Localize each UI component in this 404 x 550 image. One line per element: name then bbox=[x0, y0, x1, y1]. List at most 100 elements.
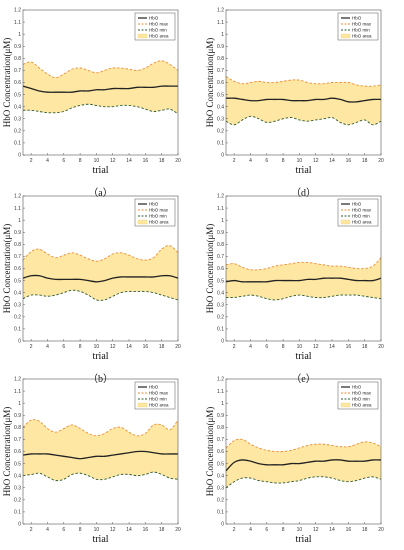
y-tick-label: 0.5 bbox=[217, 278, 224, 284]
y-tick-label: 0.1 bbox=[14, 327, 21, 333]
y-tick-label: 0.7 bbox=[14, 68, 21, 74]
x-tick-label: 4 bbox=[249, 158, 252, 164]
chart-panel-4: 0 0.1 0.2 0.3 0.4 0.5 0.6 0.7 0.8 0.9 1 1.1 1.2 2 4 6 8 1… bbox=[205, 194, 384, 385]
hbo-max-line bbox=[225, 76, 382, 87]
y-tick-label: 1.1 bbox=[217, 20, 224, 26]
y-tick-label: 0.3 bbox=[217, 485, 224, 491]
legend-label: HbO area bbox=[352, 403, 372, 408]
x-tick-label: 6 bbox=[62, 158, 65, 164]
y-tick-label: 0.4 bbox=[14, 290, 21, 296]
legend-label: HbO area bbox=[352, 220, 372, 225]
y-tick-label: 0.4 bbox=[217, 104, 224, 110]
hbo-area bbox=[23, 245, 178, 301]
x-tick-label: 16 bbox=[143, 527, 149, 533]
hbo-min-line bbox=[225, 115, 382, 126]
x-axis-label: trial bbox=[92, 165, 108, 176]
y-axis-label: HbO Concentration(μM) bbox=[205, 38, 215, 128]
hbo-min-line bbox=[22, 289, 179, 301]
x-tick-label: 4 bbox=[249, 344, 252, 350]
legend-label: HbO bbox=[149, 16, 159, 21]
x-tick-label: 8 bbox=[79, 527, 82, 533]
y-tick-label: 1.1 bbox=[14, 389, 21, 395]
x-tick-label: 16 bbox=[346, 344, 352, 350]
x-tick-label: 18 bbox=[159, 158, 165, 164]
legend-label: HbO area bbox=[149, 34, 169, 39]
x-tick-label: 12 bbox=[313, 344, 319, 350]
y-tick-label: 0.3 bbox=[14, 485, 21, 491]
x-tick-label: 20 bbox=[175, 527, 181, 533]
legend-label: HbO min bbox=[149, 28, 167, 33]
y-tick-label: 0.1 bbox=[14, 510, 21, 516]
x-tick-label: 2 bbox=[233, 158, 236, 164]
legend-swatch-hbo-area bbox=[340, 402, 351, 408]
x-tick-label: 4 bbox=[46, 158, 49, 164]
x-tick-label: 16 bbox=[143, 158, 149, 164]
y-tick-label: 0.5 bbox=[14, 461, 21, 467]
x-tick-label: 4 bbox=[249, 527, 252, 533]
y-tick-label: 1.2 bbox=[217, 377, 224, 383]
y-tick-label: 0.9 bbox=[217, 413, 224, 419]
chart-panel-5: 0 0.1 0.2 0.3 0.4 0.5 0.6 0.7 0.8 0.9 1 1.1 1.2 2 4 6 8 1… bbox=[2, 377, 181, 545]
y-tick-label: 0.8 bbox=[14, 242, 21, 248]
y-tick-label: 0 bbox=[18, 339, 21, 345]
y-tick-label: 1 bbox=[18, 218, 21, 224]
y-tick-label: 0.8 bbox=[14, 425, 21, 431]
legend-swatch-hbo-area bbox=[340, 219, 351, 225]
x-tick-label: 14 bbox=[126, 527, 132, 533]
chart-panel-1: 0 0.1 0.2 0.3 0.4 0.5 0.6 0.7 0.8 0.9 1 1.1 1.2 2 4 6 8 1… bbox=[2, 8, 181, 199]
x-tick-label: 20 bbox=[378, 527, 384, 533]
x-tick-label: 10 bbox=[94, 158, 100, 164]
hbo-max-line bbox=[22, 244, 179, 262]
y-tick-label: 0.4 bbox=[217, 290, 224, 296]
y-tick-label: 1.2 bbox=[14, 377, 21, 383]
y-tick-label: 0.7 bbox=[217, 68, 224, 74]
y-tick-label: 0.2 bbox=[14, 315, 21, 321]
legend-label: HbO bbox=[352, 385, 362, 390]
chart-panel-2: 0 0.1 0.2 0.3 0.4 0.5 0.6 0.7 0.8 0.9 1 1.1 1.2 2 4 6 8 1… bbox=[205, 8, 384, 199]
x-tick-label: 2 bbox=[233, 527, 236, 533]
legend-label: HbO min bbox=[352, 214, 370, 219]
hbo-max-line bbox=[225, 438, 382, 453]
y-tick-label: 0.7 bbox=[14, 254, 21, 260]
x-tick-label: 2 bbox=[233, 344, 236, 350]
x-tick-label: 12 bbox=[110, 527, 116, 533]
x-tick-label: 18 bbox=[159, 527, 165, 533]
y-tick-label: 0.2 bbox=[14, 129, 21, 135]
hbo-mean-line bbox=[225, 97, 382, 103]
x-tick-label: 12 bbox=[313, 527, 319, 533]
x-tick-label: 14 bbox=[126, 158, 132, 164]
x-tick-label: 16 bbox=[143, 344, 149, 350]
y-tick-label: 0.6 bbox=[14, 449, 21, 455]
x-axis-label: trial bbox=[295, 534, 311, 545]
y-tick-label: 0.8 bbox=[217, 425, 224, 431]
hbo-min-line bbox=[225, 476, 382, 489]
y-tick-label: 0.2 bbox=[14, 498, 21, 504]
hbo-min-line bbox=[22, 471, 179, 482]
legend-label: HbO max bbox=[352, 208, 372, 213]
hbo-area bbox=[226, 257, 381, 300]
x-tick-label: 4 bbox=[46, 344, 49, 350]
y-tick-label: 1 bbox=[221, 32, 224, 38]
y-tick-label: 0.1 bbox=[217, 327, 224, 333]
x-axis-label: trial bbox=[92, 351, 108, 362]
hbo-area bbox=[23, 60, 178, 114]
x-tick-label: 8 bbox=[79, 158, 82, 164]
x-tick-label: 12 bbox=[110, 344, 116, 350]
y-tick-label: 0.5 bbox=[217, 461, 224, 467]
x-tick-label: 6 bbox=[62, 344, 65, 350]
legend-label: HbO bbox=[352, 16, 362, 21]
legend-label: HbO max bbox=[149, 391, 169, 396]
y-axis-label: HbO Concentration(μM) bbox=[2, 407, 12, 497]
y-tick-label: 0.9 bbox=[14, 230, 21, 236]
x-tick-label: 18 bbox=[159, 344, 165, 350]
x-axis-label: trial bbox=[295, 165, 311, 176]
hbo-mean-line bbox=[225, 459, 382, 472]
x-tick-label: 2 bbox=[30, 527, 33, 533]
y-tick-label: 1.2 bbox=[217, 194, 224, 200]
hbo-mean-line bbox=[22, 450, 178, 460]
x-tick-label: 18 bbox=[362, 344, 368, 350]
x-tick-label: 8 bbox=[282, 158, 285, 164]
